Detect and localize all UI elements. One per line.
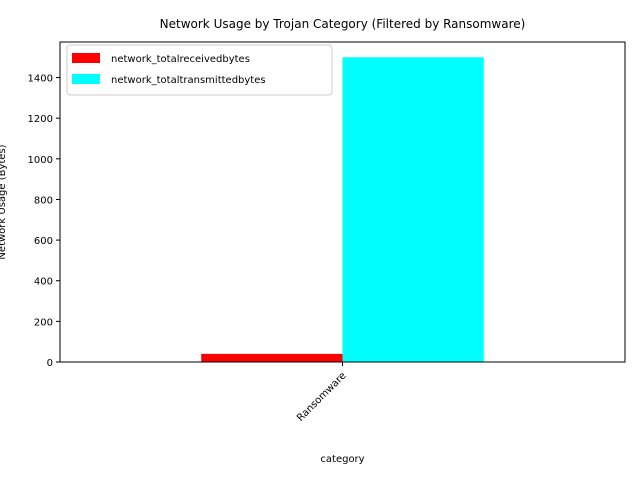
y-tick-label: 600 bbox=[34, 236, 53, 247]
axes-group: 0 200 400 600 800 1000 1200 1400 Ransomware bbox=[28, 41, 626, 424]
legend-label: network_totalreceivedbytes bbox=[111, 54, 250, 65]
chart-title: Network Usage by Trojan Category (Filter… bbox=[160, 17, 526, 31]
y-tick-label: 800 bbox=[34, 195, 53, 206]
y-tick-label: 1200 bbox=[28, 114, 53, 125]
legend-swatch bbox=[72, 53, 100, 63]
y-axis-label: Network Usage (Bytes) bbox=[0, 144, 8, 259]
x-axis-label: category bbox=[320, 454, 364, 465]
bar-network_totaltransmittedbytes-Ransomware bbox=[342, 57, 484, 362]
x-tick-label: Ransomware bbox=[295, 370, 348, 423]
y-tick-label: 1000 bbox=[28, 155, 53, 166]
legend-swatch bbox=[72, 74, 100, 84]
legend: network_totalreceivedbytes network_totalt… bbox=[66, 44, 333, 96]
legend-label: network_totaltransmittedbytes bbox=[111, 75, 266, 86]
y-tick-label: 200 bbox=[34, 317, 53, 328]
bars-group bbox=[201, 57, 484, 362]
bar-network_totalreceivedbytes-Ransomware bbox=[201, 353, 343, 362]
y-tick-label: 0 bbox=[47, 358, 53, 369]
y-tick-label: 400 bbox=[34, 277, 53, 288]
y-tick-label: 1400 bbox=[28, 74, 53, 85]
legend-box bbox=[66, 44, 333, 96]
